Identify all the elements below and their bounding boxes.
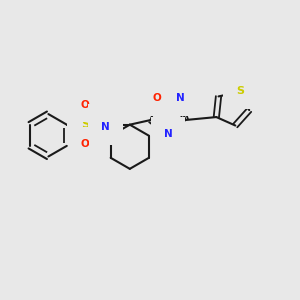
Text: S: S bbox=[81, 118, 89, 131]
Text: N: N bbox=[176, 93, 184, 103]
Text: N: N bbox=[101, 122, 110, 132]
Text: N: N bbox=[164, 129, 172, 139]
Text: O: O bbox=[153, 93, 162, 103]
Text: O: O bbox=[81, 140, 89, 149]
Text: O: O bbox=[81, 100, 89, 110]
Text: S: S bbox=[236, 85, 244, 96]
Text: H: H bbox=[100, 116, 108, 126]
